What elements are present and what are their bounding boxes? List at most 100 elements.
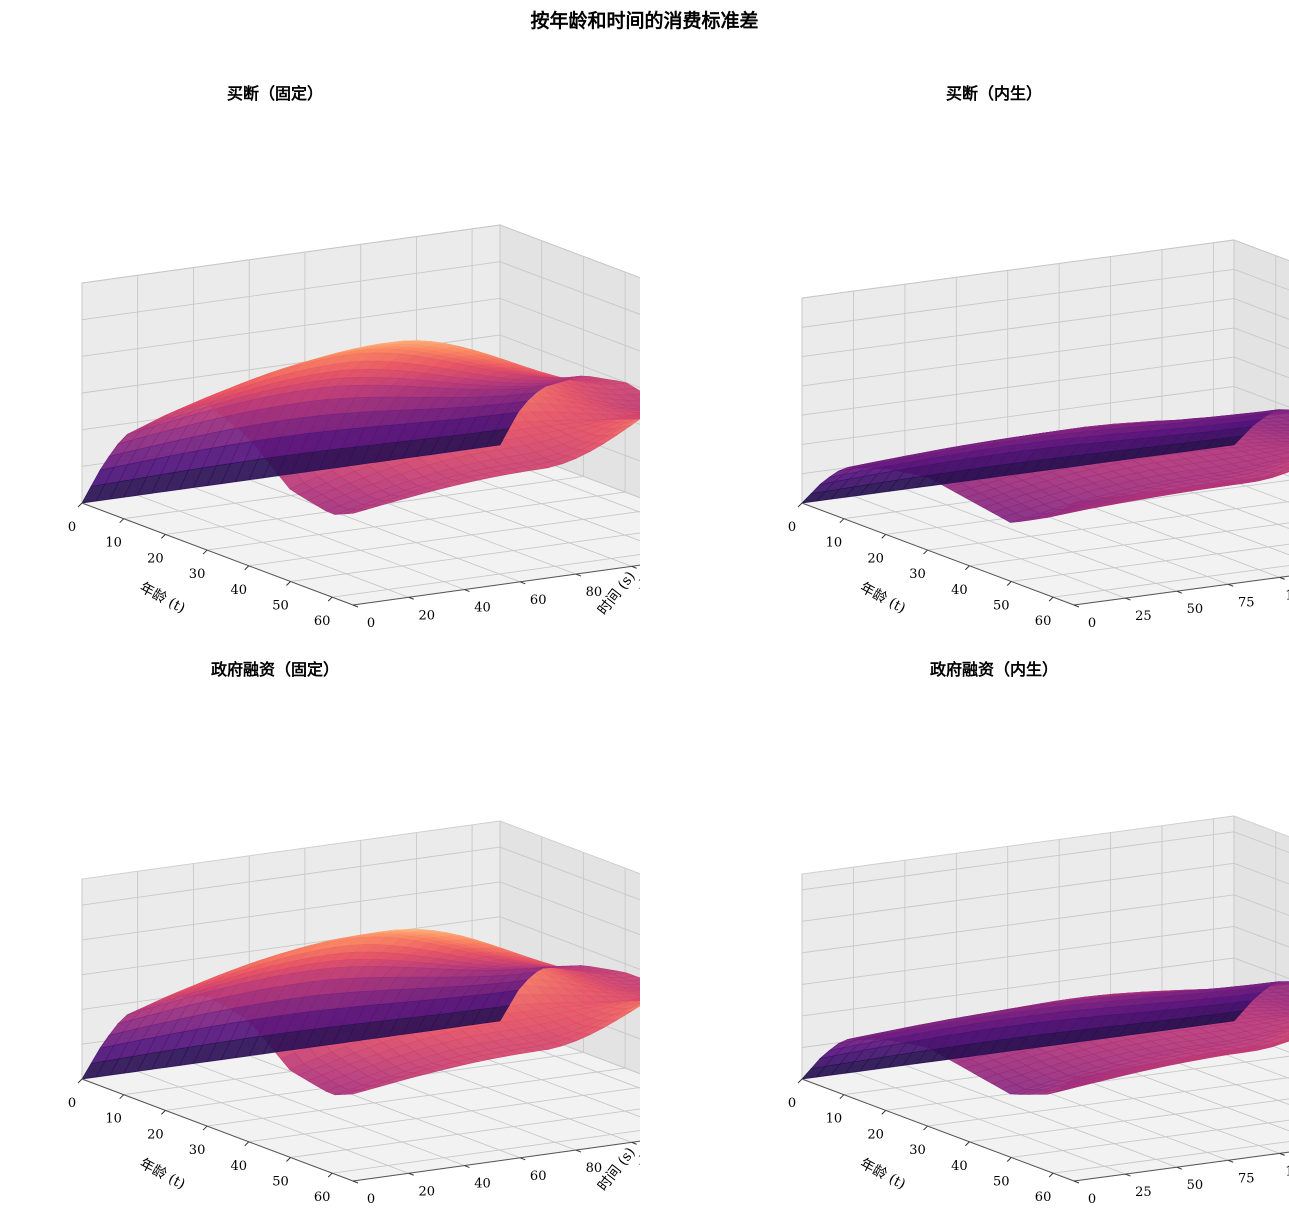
x-tick-label: 40 <box>230 1159 247 1174</box>
y-tick-mark <box>1280 1153 1285 1155</box>
y-tick-mark <box>632 566 637 568</box>
x-tick-label: 20 <box>147 1127 164 1142</box>
x-tick-mark <box>882 534 886 538</box>
x-tick-mark <box>1007 1157 1011 1161</box>
x-tick-mark <box>1049 1173 1053 1177</box>
x-axis-label: 年龄 (t) <box>137 580 188 617</box>
x-tick-label: 0 <box>68 1096 76 1111</box>
x-axis-label: 年龄 (t) <box>857 580 908 617</box>
x-tick-mark <box>78 503 82 507</box>
x-tick-label: 10 <box>105 1112 122 1127</box>
x-tick-mark <box>161 1110 165 1114</box>
y-tick-label: 75 <box>1238 1171 1255 1186</box>
x-tick-label: 30 <box>909 1143 926 1158</box>
x-tick-mark <box>328 1173 332 1177</box>
y-tick-mark <box>1074 605 1079 607</box>
x-tick-label: 50 <box>993 598 1010 613</box>
y-tick-label: 0 <box>367 616 375 631</box>
y-tick-label: 100 <box>1285 1164 1289 1179</box>
x-tick-mark <box>203 550 207 554</box>
x-tick-label: 20 <box>147 551 164 566</box>
x-tick-label: 60 <box>314 1190 331 1205</box>
y-tick-mark <box>1228 1160 1233 1162</box>
y-tick-mark <box>353 1181 358 1183</box>
x-tick-label: 10 <box>105 536 122 551</box>
x-tick-label: 30 <box>189 1143 206 1158</box>
y-tick-label: 60 <box>530 593 547 608</box>
x-tick-label: 10 <box>826 1112 843 1127</box>
x-tick-mark <box>245 1142 249 1146</box>
x-tick-label: 20 <box>867 1127 884 1142</box>
y-tick-label: 50 <box>1187 1178 1204 1193</box>
y-tick-label: 25 <box>1135 609 1152 624</box>
x-tick-label: 50 <box>993 1174 1010 1189</box>
y-tick-label: 20 <box>418 608 435 623</box>
y-tick-mark <box>409 597 414 599</box>
y-tick-label: 40 <box>474 601 491 616</box>
x-tick-mark <box>120 519 124 523</box>
y-tick-label: 0 <box>1088 616 1096 631</box>
y-tick-mark <box>1280 577 1285 579</box>
y-tick-label: 80 <box>586 1161 603 1176</box>
y-tick-mark <box>1074 1181 1079 1183</box>
x-tick-mark <box>1049 597 1053 601</box>
x-tick-label: 30 <box>909 567 926 582</box>
y-tick-mark <box>632 1142 637 1144</box>
x-tick-mark <box>78 1079 82 1083</box>
x-tick-label: 60 <box>314 614 331 629</box>
y-tick-mark <box>353 605 358 607</box>
y-tick-mark <box>1125 1174 1130 1176</box>
x-tick-label: 10 <box>826 536 843 551</box>
x-tick-mark <box>328 597 332 601</box>
y-tick-mark <box>1177 1167 1182 1169</box>
x-tick-label: 0 <box>68 520 76 535</box>
x-tick-label: 40 <box>951 1159 968 1174</box>
x-tick-mark <box>798 503 802 507</box>
y-tick-label: 40 <box>474 1177 491 1192</box>
y-tick-mark <box>1228 584 1233 586</box>
x-tick-mark <box>965 1142 969 1146</box>
y-tick-label: 60 <box>530 1169 547 1184</box>
y-tick-mark <box>520 1158 525 1160</box>
x-tick-mark <box>924 550 928 554</box>
y-tick-mark <box>409 1173 414 1175</box>
y-tick-mark <box>576 1150 581 1152</box>
x-tick-mark <box>840 1095 844 1099</box>
x-tick-label: 50 <box>272 1174 289 1189</box>
x-tick-mark <box>286 1157 290 1161</box>
x-tick-label: 60 <box>1035 1190 1052 1205</box>
y-tick-label: 75 <box>1238 595 1255 610</box>
x-tick-label: 40 <box>230 583 247 598</box>
y-tick-label: 100 <box>1285 588 1289 603</box>
x-tick-mark <box>245 566 249 570</box>
x-tick-label: 20 <box>867 551 884 566</box>
y-tick-label: 50 <box>1187 602 1204 617</box>
y-tick-label: 0 <box>367 1192 375 1207</box>
y-tick-mark <box>464 1166 469 1168</box>
y-tick-label: 20 <box>418 1184 435 1199</box>
x-tick-mark <box>798 1079 802 1083</box>
x-tick-mark <box>965 566 969 570</box>
y-tick-mark <box>464 590 469 592</box>
x-tick-label: 40 <box>951 583 968 598</box>
x-tick-mark <box>286 581 290 585</box>
x-tick-mark <box>1007 581 1011 585</box>
x-tick-mark <box>882 1110 886 1114</box>
figure-suptitle: 按年龄和时间的消费标准差 <box>0 6 1289 33</box>
x-tick-label: 50 <box>272 598 289 613</box>
x-axis-label: 年龄 (t) <box>137 1156 188 1193</box>
y-tick-mark <box>1125 598 1130 600</box>
x-tick-mark <box>840 519 844 523</box>
x-tick-mark <box>161 534 165 538</box>
x-tick-mark <box>924 1126 928 1130</box>
y-tick-mark <box>520 582 525 584</box>
